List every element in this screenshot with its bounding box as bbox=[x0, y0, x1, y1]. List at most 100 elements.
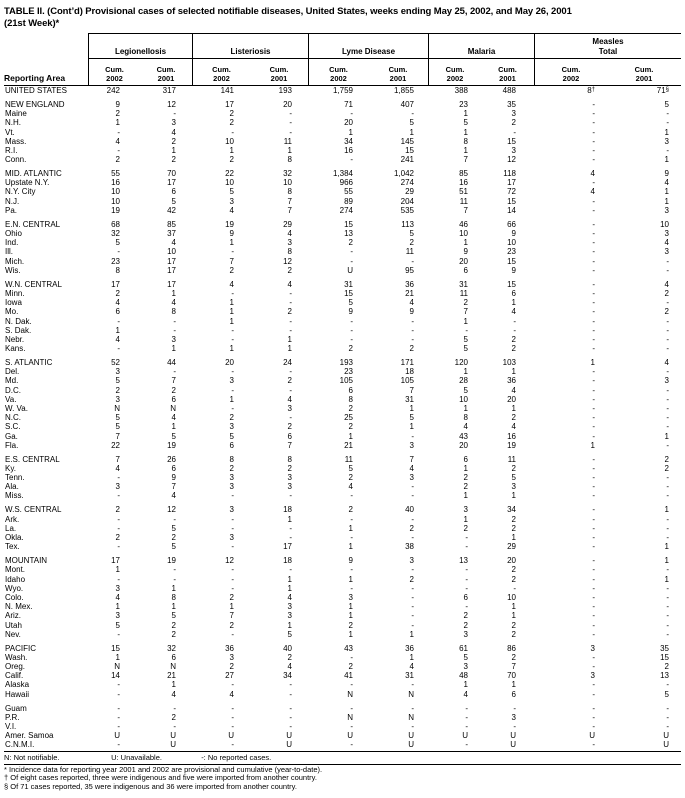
table-cell: - bbox=[231, 721, 234, 731]
table-cell: - bbox=[411, 721, 414, 731]
table-cell: 1 bbox=[463, 491, 468, 501]
row-label: D.C. bbox=[5, 385, 21, 395]
table-cell: N bbox=[408, 712, 414, 722]
row-label: Alaska bbox=[5, 680, 30, 690]
table-cell: 1 bbox=[348, 611, 353, 621]
footnote-dagger: † Of eight cases reported, three were in… bbox=[4, 773, 317, 783]
table-cell: 15 bbox=[507, 279, 516, 289]
table-cell: 3 bbox=[287, 238, 292, 248]
table-cell: 36 bbox=[507, 376, 516, 386]
table-cell: 1 bbox=[115, 118, 120, 128]
table-cell: 1 bbox=[409, 422, 414, 432]
table-cell: 4 bbox=[409, 463, 414, 473]
table-cell: 5 bbox=[348, 463, 353, 473]
table-cell: - bbox=[173, 514, 176, 524]
table-cell: 70 bbox=[507, 671, 516, 681]
table-cell: - bbox=[411, 620, 414, 630]
row-label: Vt. bbox=[5, 127, 15, 137]
table-cell: - bbox=[173, 325, 176, 335]
table-cell: 2 bbox=[463, 611, 468, 621]
table-row-minn: Minn. 2 1- -15 21 11 6-2 bbox=[4, 289, 681, 298]
table-cell: - bbox=[592, 652, 595, 662]
table-cell: - bbox=[666, 440, 669, 450]
row-label: Okla. bbox=[5, 533, 24, 543]
table-cell: - bbox=[592, 523, 595, 533]
table-cell: 1 bbox=[463, 463, 468, 473]
table-cell: 2 bbox=[229, 109, 234, 119]
table-cell: 1 bbox=[229, 145, 234, 155]
table-cell: - bbox=[592, 325, 595, 335]
table-cell: 3 bbox=[115, 394, 120, 404]
table-cell: 6 bbox=[171, 652, 176, 662]
table-cell: 317 bbox=[162, 86, 176, 95]
table-cell: 2 bbox=[229, 265, 234, 275]
table-cell: - bbox=[117, 316, 120, 326]
legend-not-notifiable: N: Not notifiable. bbox=[4, 752, 60, 762]
table-cell: 1 bbox=[229, 238, 234, 248]
table-cell: 1 bbox=[463, 127, 468, 137]
table-cell: - bbox=[231, 629, 234, 639]
table-cell: U bbox=[510, 740, 516, 750]
table-cell: - bbox=[411, 491, 414, 501]
row-label: Fla. bbox=[5, 440, 19, 450]
table-cell: 5 bbox=[115, 376, 120, 386]
table-cell: 1 bbox=[348, 127, 353, 137]
table-cell: - bbox=[117, 523, 120, 533]
table-cell: - bbox=[411, 602, 414, 612]
table-cell: - bbox=[592, 620, 595, 630]
table-cell: 2 bbox=[511, 463, 516, 473]
table-cell: - bbox=[592, 482, 595, 492]
table-cell: U bbox=[170, 731, 176, 741]
table-cell: 966 bbox=[339, 178, 353, 188]
table-cell: - bbox=[592, 565, 595, 575]
table-cell: - bbox=[350, 533, 353, 543]
table-cell: - bbox=[592, 514, 595, 524]
table-cell: 51 bbox=[459, 187, 468, 197]
table-cell: - bbox=[411, 316, 414, 326]
table-cell: - bbox=[411, 703, 414, 713]
footnote-section: § Of 71 cases reported, 35 were indigeno… bbox=[4, 782, 297, 792]
table-cell: 4 bbox=[664, 358, 669, 368]
table-row-conn: Conn. 2 2 2 8 - 241 7 12 - 1 bbox=[4, 155, 681, 164]
table-cell: 22 bbox=[111, 440, 120, 450]
table-cell: 8 bbox=[115, 265, 120, 275]
table-cell: 20 bbox=[283, 99, 292, 109]
table-cell: 1 bbox=[590, 440, 595, 450]
table-cell: - bbox=[592, 431, 595, 441]
table-cell: - bbox=[592, 602, 595, 612]
table-cell: 1 bbox=[348, 431, 353, 441]
row-label: Conn. bbox=[5, 155, 27, 165]
table-row-n-dak: N. Dak. - - 1 - - - 1 - - - bbox=[4, 317, 681, 326]
table-cell: 68 bbox=[111, 219, 120, 229]
table-cell: U bbox=[286, 740, 292, 750]
group-label-line2: Total bbox=[598, 46, 618, 56]
table-cell: - bbox=[666, 385, 669, 395]
table-row-new-england: NEW ENGLAND 9 12 17 20 71 407 23 35 - 5 bbox=[4, 100, 681, 109]
table-cell: 31 bbox=[405, 394, 414, 404]
table-cell: - bbox=[666, 592, 669, 602]
table-cell: 6 bbox=[171, 187, 176, 197]
table-cell: - bbox=[592, 394, 595, 404]
table-cell: - bbox=[592, 238, 595, 248]
table-cell: 5 bbox=[287, 629, 292, 639]
table-cell: - bbox=[592, 592, 595, 602]
row-label: PACIFIC bbox=[5, 643, 36, 653]
table-cell: 1 bbox=[171, 583, 176, 593]
table-cell: - bbox=[666, 394, 669, 404]
table-cell: 52 bbox=[111, 358, 120, 368]
table-cell: 3 bbox=[229, 652, 234, 662]
table-cell: - bbox=[289, 703, 292, 713]
table-cell: 3 bbox=[664, 229, 669, 239]
table-cell: 4 bbox=[511, 307, 516, 317]
table-cell: - bbox=[350, 109, 353, 119]
table-cell: 7 bbox=[463, 205, 468, 215]
table-cell: 120 bbox=[454, 358, 468, 368]
table-row-nebr: Nebr. 4 3 - 1 - - 5 2 - - bbox=[4, 335, 681, 344]
table-cell: 6 bbox=[463, 265, 468, 275]
table-cell: 1,042 bbox=[393, 169, 414, 179]
table-cell: 3 bbox=[115, 367, 120, 377]
table-cell: 3 bbox=[229, 473, 234, 483]
table-cell: 17 bbox=[111, 556, 120, 566]
table-cell: 71§ bbox=[656, 86, 669, 95]
table-cell: 5 bbox=[664, 689, 669, 699]
